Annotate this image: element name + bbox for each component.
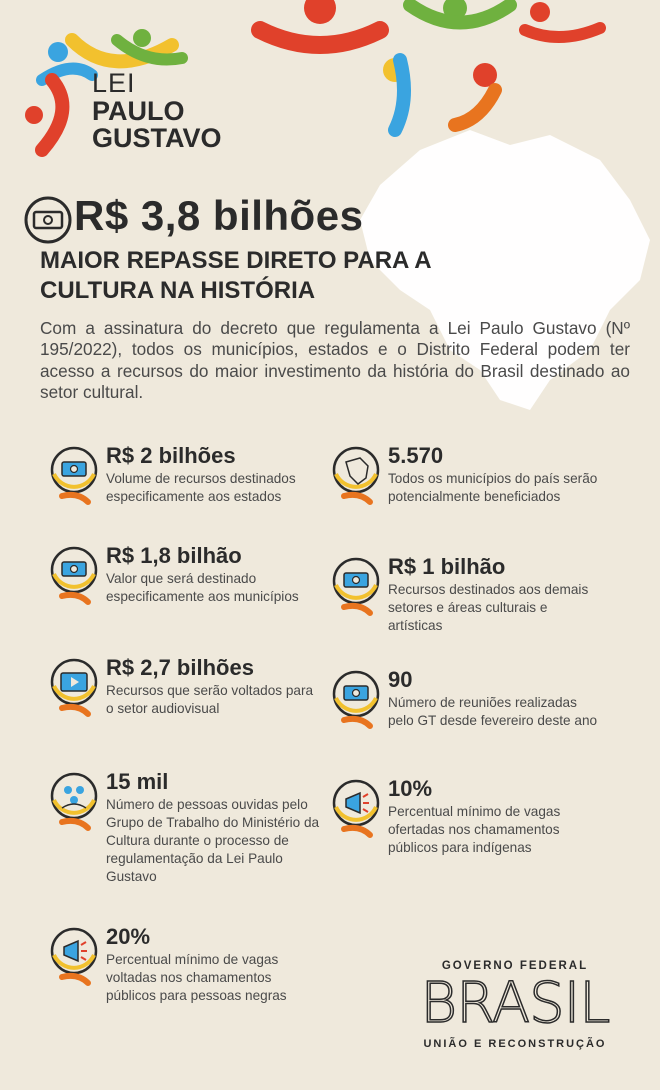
stat-text: 90 Número de reuniões realizadas pelo GT … xyxy=(388,667,603,730)
headline-amount: R$ 3,8 bilhões xyxy=(74,192,364,239)
stat-text: R$ 2 bilhões Volume de recursos destinado… xyxy=(106,443,321,506)
logo-text: LEI PAULO GUSTAVO xyxy=(92,68,222,154)
lei-paulo-gustavo-logo-mark xyxy=(25,29,188,157)
stat-description: Número de pessoas ouvidas pelo Grupo de … xyxy=(106,797,320,884)
stat-value: R$ 2 bilhões xyxy=(106,443,236,468)
stat-value: R$ 1,8 bilhão xyxy=(106,543,242,568)
stat-text: 20% Percentual mínimo de vagas voltadas n… xyxy=(106,924,321,1005)
stat-value: 15 mil xyxy=(106,769,169,794)
stat-value: 20% xyxy=(106,924,151,949)
gov-bottom-text: UNIÃO E RECONSTRUÇÃO xyxy=(423,1038,607,1050)
people-icon xyxy=(50,772,98,831)
stat-description: Valor que será destinado especificamente… xyxy=(106,571,299,605)
logo-line-1: LEI xyxy=(92,68,136,98)
money-badge-icon xyxy=(24,196,72,244)
money-icon xyxy=(332,557,380,616)
stat-description: Recursos destinados aos demais setores e… xyxy=(388,582,589,634)
stat-description: Número de reuniões realizadas pelo GT de… xyxy=(388,695,598,729)
decorative-figures xyxy=(251,0,606,137)
gov-brand-text: BRASIL xyxy=(420,971,611,1036)
stat-description: Volume de recursos destinados especifica… xyxy=(106,471,296,505)
brazil-map-icon xyxy=(332,446,380,505)
money-icon xyxy=(50,546,98,605)
money-icon xyxy=(332,670,380,729)
stat-text: 15 mil Número de pessoas ouvidas pelo Gru… xyxy=(106,769,321,886)
gov-top-text: GOVERNO FEDERAL xyxy=(441,960,589,972)
stat-value: 10% xyxy=(388,776,433,801)
money-icon xyxy=(50,446,98,505)
stat-value: 5.570 xyxy=(388,443,444,468)
megaphone-icon xyxy=(332,779,380,838)
stat-text: R$ 1 bilhão Recursos destinados aos demai… xyxy=(388,554,603,635)
headline-subtitle: MAIOR REPASSE DIRETO PARA A CULTURA NA H… xyxy=(40,247,431,304)
stat-text: 10% Percentual mínimo de vagas ofertadas … xyxy=(388,776,603,857)
stat-text: R$ 1,8 bilhão Valor que será destinado es… xyxy=(106,543,321,606)
stat-description: Percentual mínimo de vagas voltadas nos … xyxy=(106,952,287,1004)
megaphone-icon xyxy=(50,927,98,986)
stat-description: Todos os municípios do país serão potenc… xyxy=(388,471,598,505)
video-icon xyxy=(50,658,98,717)
stat-description: Recursos que serão voltados para o setor… xyxy=(106,683,314,717)
brazil-map-silhouette xyxy=(360,130,650,410)
stat-description: Percentual mínimo de vagas ofertadas nos… xyxy=(388,804,561,856)
stat-text: R$ 2,7 bilhões Recursos que serão voltado… xyxy=(106,655,321,718)
stat-value: R$ 1 bilhão xyxy=(388,554,506,579)
logo-line-2: PAULO xyxy=(92,95,185,126)
intro-paragraph: Com a assinatura do decreto que regulame… xyxy=(40,318,630,402)
logo-line-3: GUSTAVO xyxy=(92,123,222,154)
stat-value: R$ 2,7 bilhões xyxy=(106,655,254,680)
stat-value: 90 xyxy=(388,667,413,692)
governo-federal-logo: GOVERNO FEDERAL BRASIL UNIÃO E RECONSTRU… xyxy=(400,960,630,1050)
stat-text: 5.570 Todos os municípios do país serão p… xyxy=(388,443,603,506)
